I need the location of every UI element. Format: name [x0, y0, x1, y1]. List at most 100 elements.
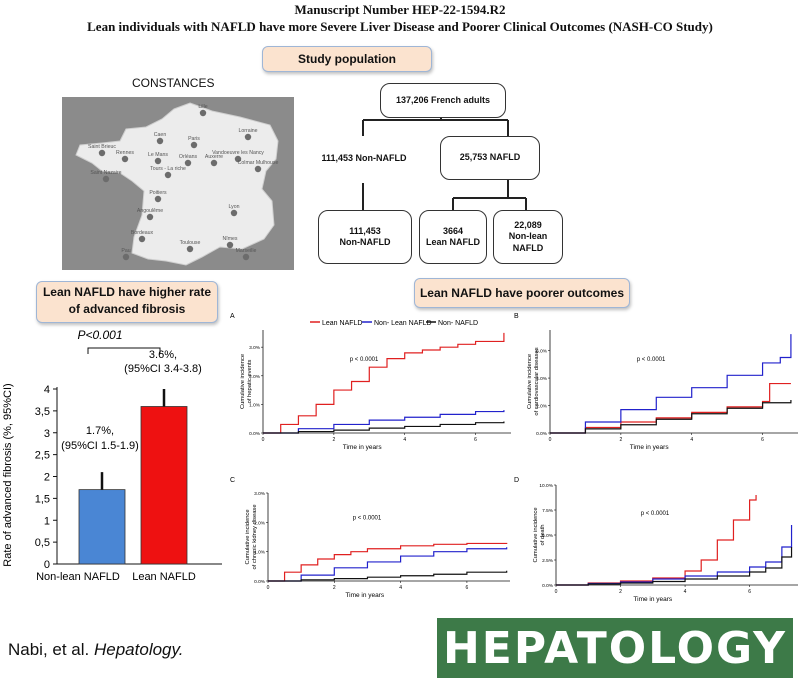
- city-dot-n-mes: [226, 241, 234, 249]
- city-label-tours-la-riche: Tours - La riche: [150, 166, 186, 172]
- fibrosis-ytick-label: 2,5: [35, 450, 50, 462]
- km-ytick-label: 3.0%: [254, 491, 266, 497]
- km-ylabel-line2: of chronic kidney disease: [252, 504, 258, 569]
- flow-non-nafld-node: 111,453 Non-NAFLD: [318, 136, 410, 181]
- km-panel-A: A 0 2 4 6 0.0% 1.0% 2.0% 3.0% Time in years Cumula…: [230, 313, 511, 451]
- panel-letter: B: [514, 313, 519, 320]
- km-ytick-label: 0.0%: [254, 579, 266, 585]
- city-dot-orl-ans: [184, 159, 192, 167]
- km-ylabel-line1: Cumulative incidence: [245, 509, 251, 564]
- km-series-non-nafld: [556, 547, 793, 586]
- pvalue-bracket: [87, 347, 161, 354]
- fibrosis-ytick-label: 0,5: [35, 537, 50, 549]
- fibrosis-ytick-label: 3,5: [35, 406, 50, 418]
- km-xtick-label: 4: [684, 589, 687, 595]
- citation-authors: Nabi, et al.: [8, 640, 94, 659]
- fibrosis-ytick-label: 4: [44, 384, 50, 396]
- city-label-orl-ans: Orléans: [179, 154, 198, 160]
- citation: Nabi, et al. Hepatology.: [8, 640, 183, 660]
- flowchart-connectors: [362, 117, 527, 210]
- km-ytick-label: 1.0%: [254, 550, 266, 556]
- km-ytick-label: 0.0%: [536, 431, 548, 437]
- km-ylabel-line2: of cardiovascular diseases: [534, 347, 540, 415]
- km-panels: A 0 2 4 6 0.0% 1.0% 2.0% 3.0% Time in years Cumula…: [230, 313, 798, 603]
- km-xtick-label: 6: [466, 585, 469, 591]
- km-xlabel: Time in years: [345, 592, 385, 599]
- city-label-vandoeuvre-les-nancy: Vandoeuvre les Nancy: [212, 150, 264, 156]
- km-xtick-label: 2: [619, 589, 622, 595]
- km-xtick-label: 4: [403, 437, 406, 443]
- manuscript-number: Manuscript Number HEP-22-1594.R2: [294, 2, 506, 17]
- fibrosis-bar-chart: P<0.001 3.6%, (95%CI 3.4-3.8) 1.7%, (95%…: [2, 328, 222, 583]
- panel-letter: D: [514, 477, 519, 484]
- france-map: Lille Caen Paris Lorraine Vandoeuvre les Nan…: [62, 97, 294, 270]
- map-title: CONSTANCES: [132, 76, 215, 90]
- city-label-angoul-me: Angoulême: [137, 208, 163, 214]
- km-ytick-label: 6.0%: [536, 349, 548, 355]
- km-xtick-label: 0: [555, 589, 558, 595]
- fibrosis-category-label: Non-lean NAFLD: [36, 571, 120, 583]
- km-ylabel-line1: Cumulative incidence: [240, 354, 246, 409]
- km-ytick-label: 2.5%: [542, 558, 554, 564]
- km-ylabel-line2: of hepatic events: [247, 359, 253, 403]
- city-dot-le-mans: [154, 157, 162, 165]
- flow-top-box: 137,206 French adults: [380, 83, 506, 118]
- flow-nonlean-count: 22,089: [514, 220, 542, 231]
- km-series-non-lean: [263, 410, 505, 434]
- km-series-non-lean: [268, 547, 508, 582]
- km-ylabel-line1: Cumulative incidence: [533, 507, 539, 562]
- panel-letter: A: [230, 313, 235, 320]
- bar1-label-1: 1.7%,: [86, 425, 114, 437]
- km-xtick-label: 6: [748, 589, 751, 595]
- flow-non-nafld-count: 111,453: [349, 225, 381, 236]
- km-xtick-label: 2: [619, 437, 622, 443]
- km-ytick-label: 1.0%: [249, 402, 261, 408]
- city-dot-colmar-mulhouse: [254, 165, 262, 173]
- fibrosis-pill-line1: Lean NAFLD have higher rate: [42, 285, 212, 299]
- city-dot-pau: [122, 253, 130, 261]
- citation-journal: Hepatology.: [94, 640, 184, 659]
- km-ytick-label: 4.0%: [536, 376, 548, 382]
- km-ytick-label: 3.0%: [249, 345, 261, 351]
- km-ylabel-line2: of death: [540, 525, 546, 546]
- city-dot-lyon: [230, 209, 238, 217]
- hepatology-logo: HEPATOLOGY: [437, 618, 793, 678]
- city-dot-paris: [190, 141, 198, 149]
- city-label-poitiers: Poitiers: [149, 190, 167, 196]
- km-pvalue: p < 0.0001: [353, 515, 382, 521]
- km-xtick-label: 0: [262, 437, 265, 443]
- city-label-auxerre: Auxerre: [205, 154, 223, 160]
- flow-lean-box: 3664 Lean NAFLD: [419, 210, 487, 264]
- city-dot-marseille: [242, 253, 250, 261]
- city-dot-rennes: [121, 155, 129, 163]
- km-legend-label: Non- NAFLD: [438, 320, 478, 327]
- flow-lean-label: Lean NAFLD: [426, 237, 480, 247]
- city-label-bordeaux: Bordeaux: [131, 230, 154, 236]
- city-dot-bordeaux: [138, 235, 146, 243]
- fibrosis-ytick-label: 1: [44, 515, 50, 527]
- fibrosis-ylabel: Rate of advanced fibrosis (%, 95%CI): [2, 383, 14, 566]
- city-label-caen: Caen: [154, 132, 167, 138]
- fibrosis-category-label: Lean NAFLD: [132, 571, 196, 583]
- km-xtick-label: 4: [690, 437, 693, 443]
- city-label-n-mes: Nîmes: [223, 236, 238, 242]
- fibrosis-pill-line2: of advanced fibrosis: [68, 302, 186, 316]
- flow-nonlean-label: Non-lean NAFLD: [508, 231, 548, 253]
- fibrosis-ytick-label: 3: [44, 428, 50, 440]
- fibrosis-bar-lean: [140, 406, 188, 565]
- km-ytick-label: 2.0%: [536, 404, 548, 410]
- city-dot-vandoeuvre-les-nancy: [234, 155, 242, 163]
- city-markers: Lille Caen Paris Lorraine Vandoeuvre les Nan…: [88, 104, 278, 261]
- city-label-saint-brieuc: Saint Brieuc: [88, 144, 116, 150]
- city-dot-angoul-me: [146, 213, 154, 221]
- study-population-pill: Study population: [262, 46, 432, 72]
- city-label-marseille: Marseille: [236, 248, 257, 254]
- france-outline: [75, 102, 279, 266]
- bar2-label-2: (95%CI 3.4-3.8): [124, 363, 202, 375]
- km-ytick-label: 0.0%: [249, 431, 261, 437]
- flow-nonlean-box: 22,089 Non-lean NAFLD: [493, 210, 563, 264]
- city-label-saint-nazaire: Saint Nazaire: [90, 170, 121, 176]
- km-xtick-label: 0: [549, 437, 552, 443]
- fibrosis-pvalue: P<0.001: [77, 328, 122, 342]
- city-dot-lille: [199, 109, 207, 117]
